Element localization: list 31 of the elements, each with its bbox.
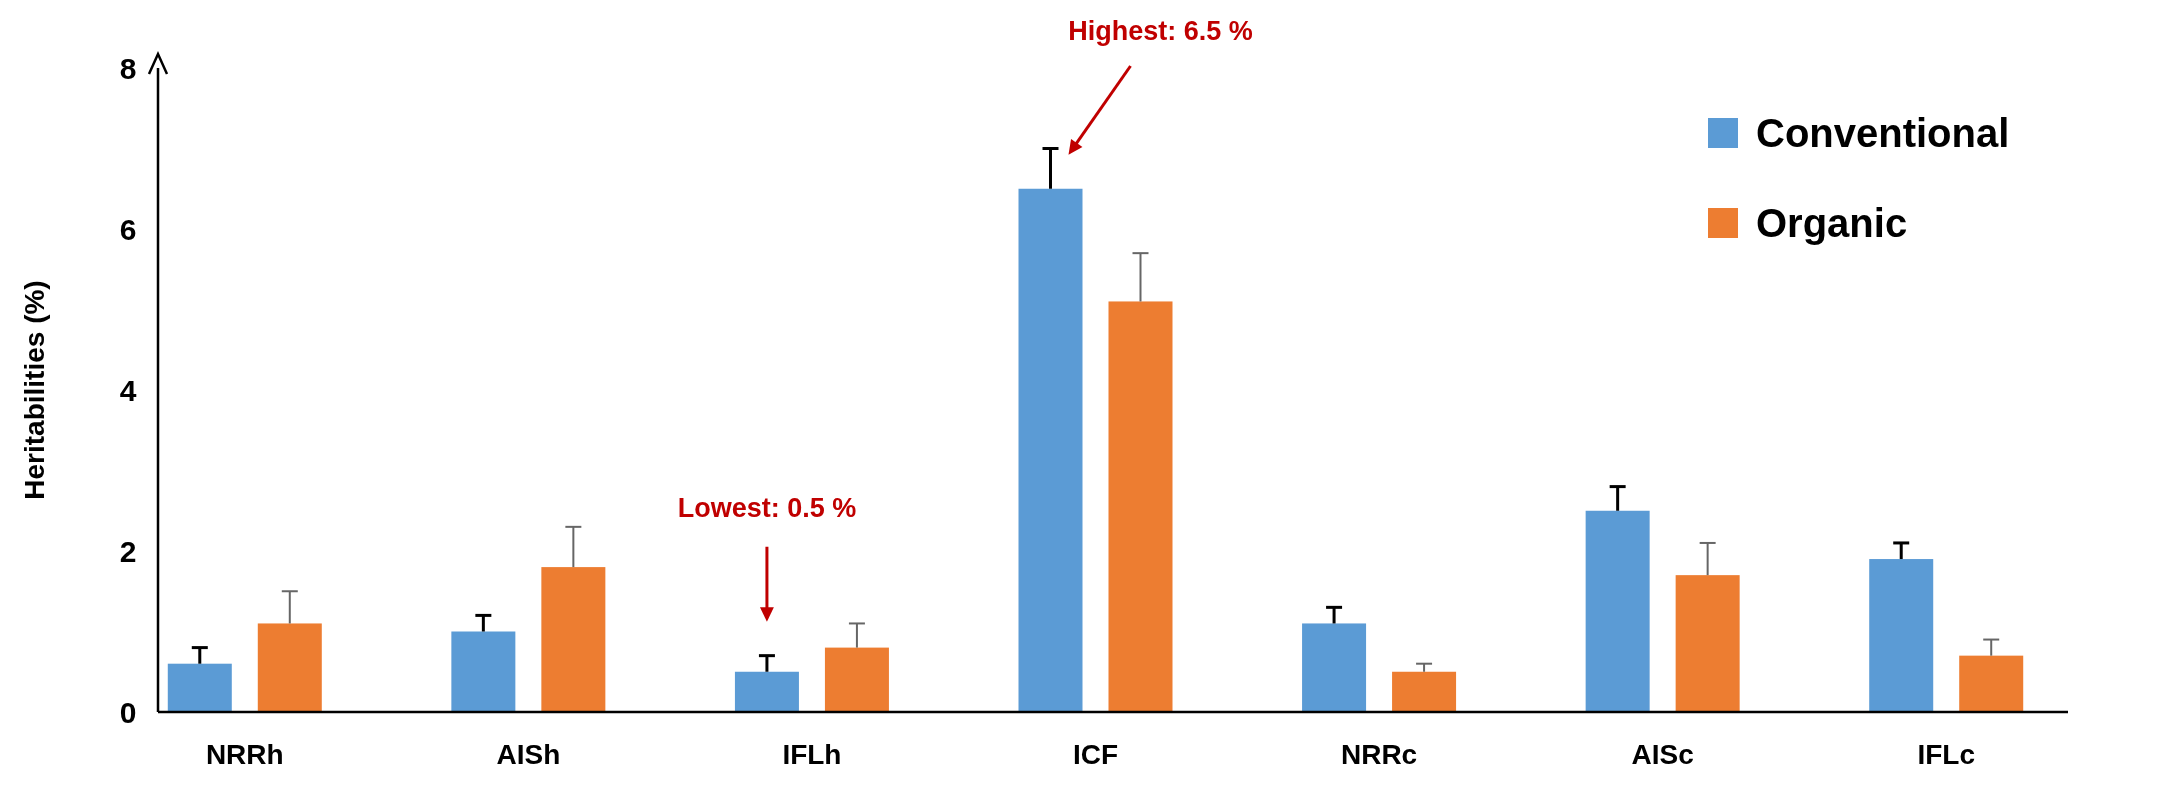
x-tick-label: AISc bbox=[1631, 739, 1694, 770]
bar bbox=[734, 671, 799, 712]
bar bbox=[824, 647, 889, 712]
bar bbox=[1959, 655, 2024, 712]
x-tick-label: NRRc bbox=[1340, 739, 1418, 770]
text: Highest: 6.5 % bbox=[1068, 16, 1253, 46]
x-tick-label: NRRh bbox=[205, 739, 284, 770]
x-tick-label: IFLh bbox=[782, 739, 842, 770]
bar bbox=[541, 567, 606, 712]
bar bbox=[1108, 301, 1173, 712]
y-tick-label: 8 bbox=[119, 51, 137, 85]
legend-label: Organic bbox=[1756, 201, 1908, 245]
bar bbox=[167, 663, 232, 712]
x-tick-label: ICF bbox=[1072, 739, 1119, 770]
bar bbox=[451, 631, 516, 712]
annotation: Lowest: 0.5 % bbox=[677, 492, 857, 523]
bar bbox=[1018, 188, 1083, 712]
bar bbox=[1302, 623, 1367, 712]
y-tick-label: 6 bbox=[119, 212, 137, 246]
y-axis-title: Heritabilities (%) bbox=[19, 280, 50, 500]
bar bbox=[1585, 510, 1650, 712]
y-tick-label: 2 bbox=[119, 534, 137, 568]
bar bbox=[257, 623, 322, 712]
bar bbox=[1675, 575, 1740, 712]
y-tick-label: 4 bbox=[119, 373, 137, 407]
y-tick-label: 0 bbox=[119, 695, 137, 729]
bar bbox=[1869, 559, 1934, 712]
x-tick-label: IFLc bbox=[1917, 739, 1975, 770]
x-tick-label: AISh bbox=[496, 739, 561, 770]
bar bbox=[1392, 671, 1457, 712]
legend-label: Conventional bbox=[1756, 111, 2010, 155]
